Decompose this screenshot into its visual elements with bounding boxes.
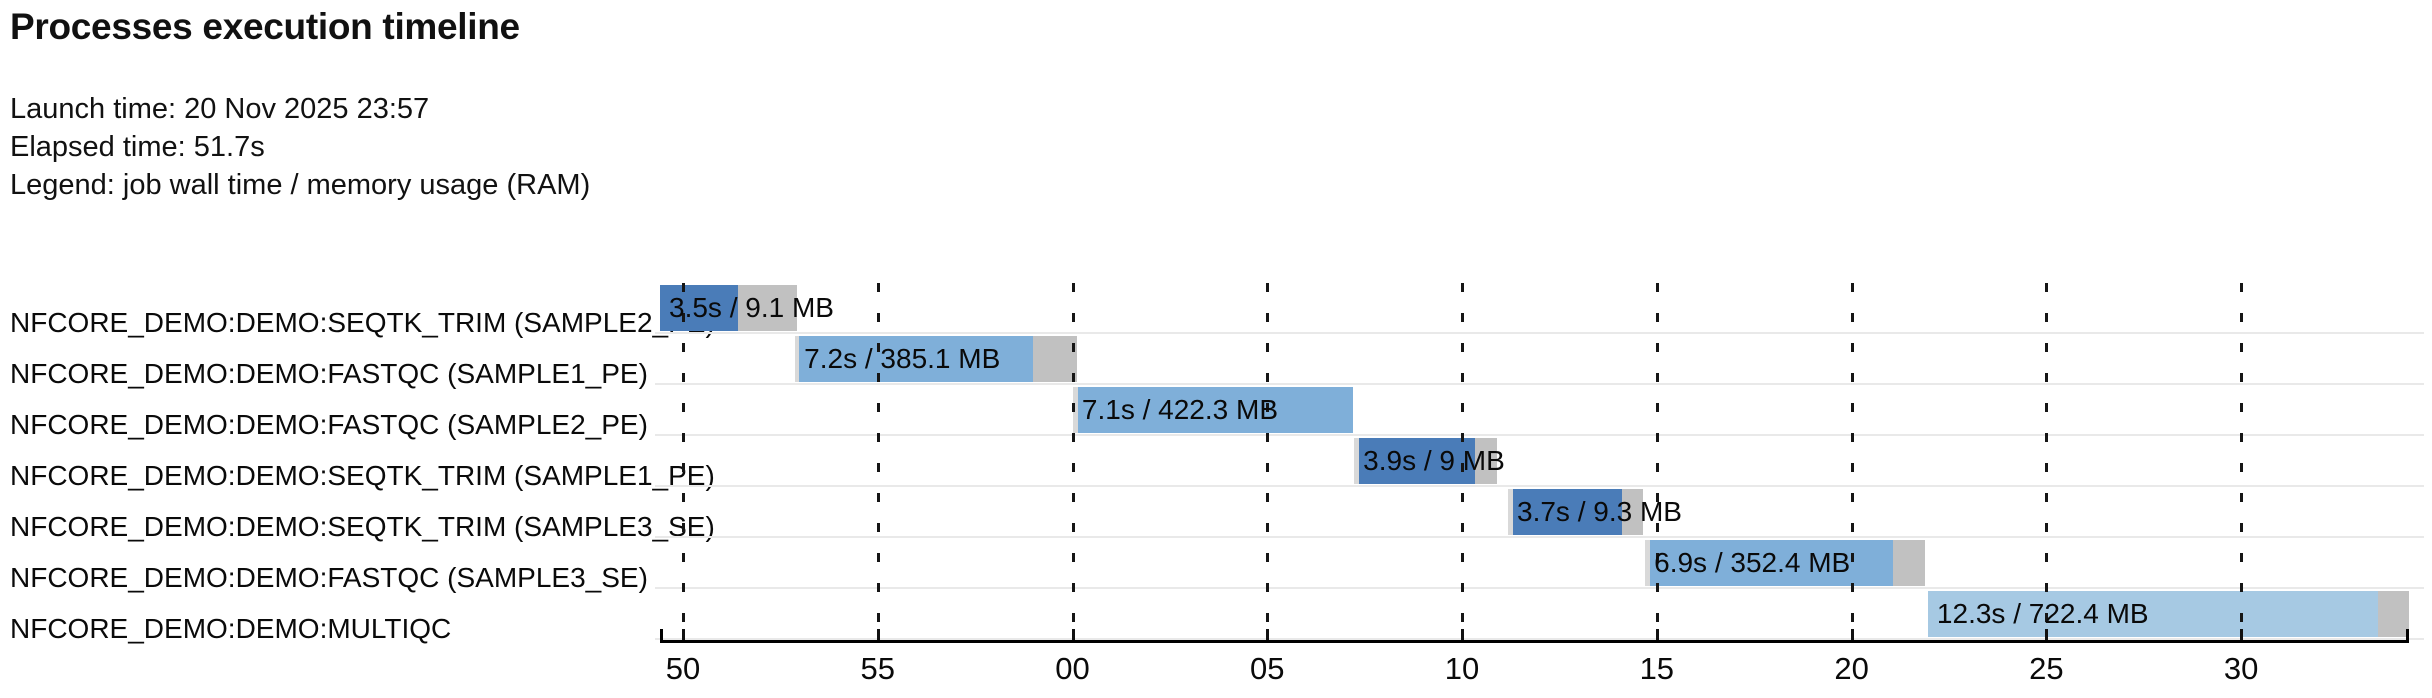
tick-label: 05	[1250, 651, 1285, 686]
bar-stage-segment	[1508, 489, 1514, 535]
bar-label: 12.3s / 722.4 MB	[1936, 598, 2149, 629]
page-title: Processes execution timeline	[10, 6, 520, 47]
tick-mark	[1461, 629, 1465, 640]
process-label: NFCORE_DEMO:DEMO:SEQTK_TRIM (SAMPLE3_SE)	[10, 511, 715, 542]
tick-label: 20	[1834, 651, 1869, 686]
tick-label: 30	[2223, 651, 2259, 686]
process-bar: 3.9s / 9 MB	[1354, 438, 1505, 484]
bar-run-segment	[1513, 489, 1623, 535]
tick-mark	[1071, 629, 1075, 640]
process-row: NFCORE_DEMO:DEMO:FASTQC (SAMPLE1_PE) 7.2…	[0, 334, 2432, 389]
bar-run-segment	[1359, 438, 1475, 484]
tick-mark	[2045, 629, 2049, 640]
bar-label: 3.7s / 9.3 MB	[1517, 496, 1682, 527]
bar-label: 7.2s / 385.1 MB	[804, 343, 1001, 374]
bar-run-segment	[1927, 591, 2379, 637]
process-row: NFCORE_DEMO:DEMO:MULTIQC 12.3s / 722.4 M…	[0, 589, 2432, 644]
tick-label: 25	[2029, 651, 2064, 686]
process-label: NFCORE_DEMO:DEMO:MULTIQC	[10, 613, 452, 644]
tick-label: 00	[1055, 651, 1090, 686]
tick-label: 15	[1639, 651, 1675, 686]
row-separator	[655, 485, 2424, 487]
process-row: NFCORE_DEMO:DEMO:SEQTK_TRIM (SAMPLE3_SE)…	[0, 487, 2432, 542]
bar-run-segment	[1077, 387, 1353, 433]
timeline-rows: NFCORE_DEMO:DEMO:SEQTK_TRIM (SAMPLE2_PE)…	[0, 283, 2432, 644]
process-row: NFCORE_DEMO:DEMO:FASTQC (SAMPLE2_PE) 7.1…	[0, 385, 2432, 440]
x-axis: 50 55 00 05 10 15 20 25 30	[660, 629, 2409, 698]
process-bar: 6.9s / 352.4 MB	[1645, 540, 1926, 586]
tick-label: 50	[665, 651, 701, 686]
legend-line: Legend: job wall time / memory usage (RA…	[10, 169, 591, 201]
row-separator	[655, 383, 2424, 385]
bar-label: 6.9s / 352.4 MB	[1654, 547, 1851, 578]
process-row: NFCORE_DEMO:DEMO:SEQTK_TRIM (SAMPLE2_PE)…	[0, 283, 2432, 338]
bar-stage-segment	[1645, 540, 1651, 586]
tick-label: 55	[860, 651, 895, 686]
process-row: NFCORE_DEMO:DEMO:SEQTK_TRIM (SAMPLE1_PE)…	[0, 436, 2432, 491]
process-bar: 3.7s / 9.3 MB	[1508, 489, 1682, 535]
row-separator	[655, 332, 2424, 334]
process-label: NFCORE_DEMO:DEMO:FASTQC (SAMPLE1_PE)	[10, 358, 648, 389]
process-label: NFCORE_DEMO:DEMO:SEQTK_TRIM (SAMPLE1_PE)	[10, 460, 715, 491]
tick-mark	[876, 629, 880, 640]
process-label: NFCORE_DEMO:DEMO:SEQTK_TRIM (SAMPLE2_PE)	[10, 307, 715, 338]
process-bar: 7.2s / 385.1 MB	[795, 336, 1078, 382]
elapsed-time-line: Elapsed time: 51.7s	[10, 131, 265, 163]
tick-mark	[1655, 629, 1659, 640]
row-separator	[655, 434, 2424, 436]
process-bar: 12.3s / 722.4 MB	[1927, 591, 2409, 637]
bar-label: 3.5s / 9.1 MB	[669, 292, 834, 323]
launch-time-line: Launch time: 20 Nov 2025 23:57	[10, 93, 430, 125]
bar-stage-segment	[1072, 387, 1078, 433]
bar-label: 3.9s / 9 MB	[1363, 445, 1505, 476]
row-separator	[655, 587, 2424, 589]
bar-stage-segment	[1354, 438, 1360, 484]
tick-mark	[2240, 629, 2244, 640]
report-meta: Launch time: 20 Nov 2025 23:57 Elapsed t…	[10, 90, 590, 204]
tick-mark	[681, 629, 685, 640]
process-label: NFCORE_DEMO:DEMO:FASTQC (SAMPLE3_SE)	[10, 562, 648, 593]
tick-mark	[1850, 629, 1854, 640]
process-bar: 7.1s / 422.3 MB	[1072, 387, 1353, 433]
process-label: NFCORE_DEMO:DEMO:FASTQC (SAMPLE2_PE)	[10, 409, 648, 440]
process-bar: 3.5s / 9.1 MB	[660, 285, 834, 331]
row-separator	[655, 536, 2424, 538]
bar-run-segment	[799, 336, 1034, 382]
bar-run-segment	[660, 285, 738, 331]
process-row: NFCORE_DEMO:DEMO:FASTQC (SAMPLE3_SE) 6.9…	[0, 538, 2432, 593]
bar-stage-segment	[795, 336, 800, 382]
tick-label: 10	[1444, 651, 1480, 686]
tick-mark	[1266, 629, 1270, 640]
row-separator	[655, 638, 2424, 640]
bar-label: 7.1s / 422.3 MB	[1081, 394, 1278, 425]
